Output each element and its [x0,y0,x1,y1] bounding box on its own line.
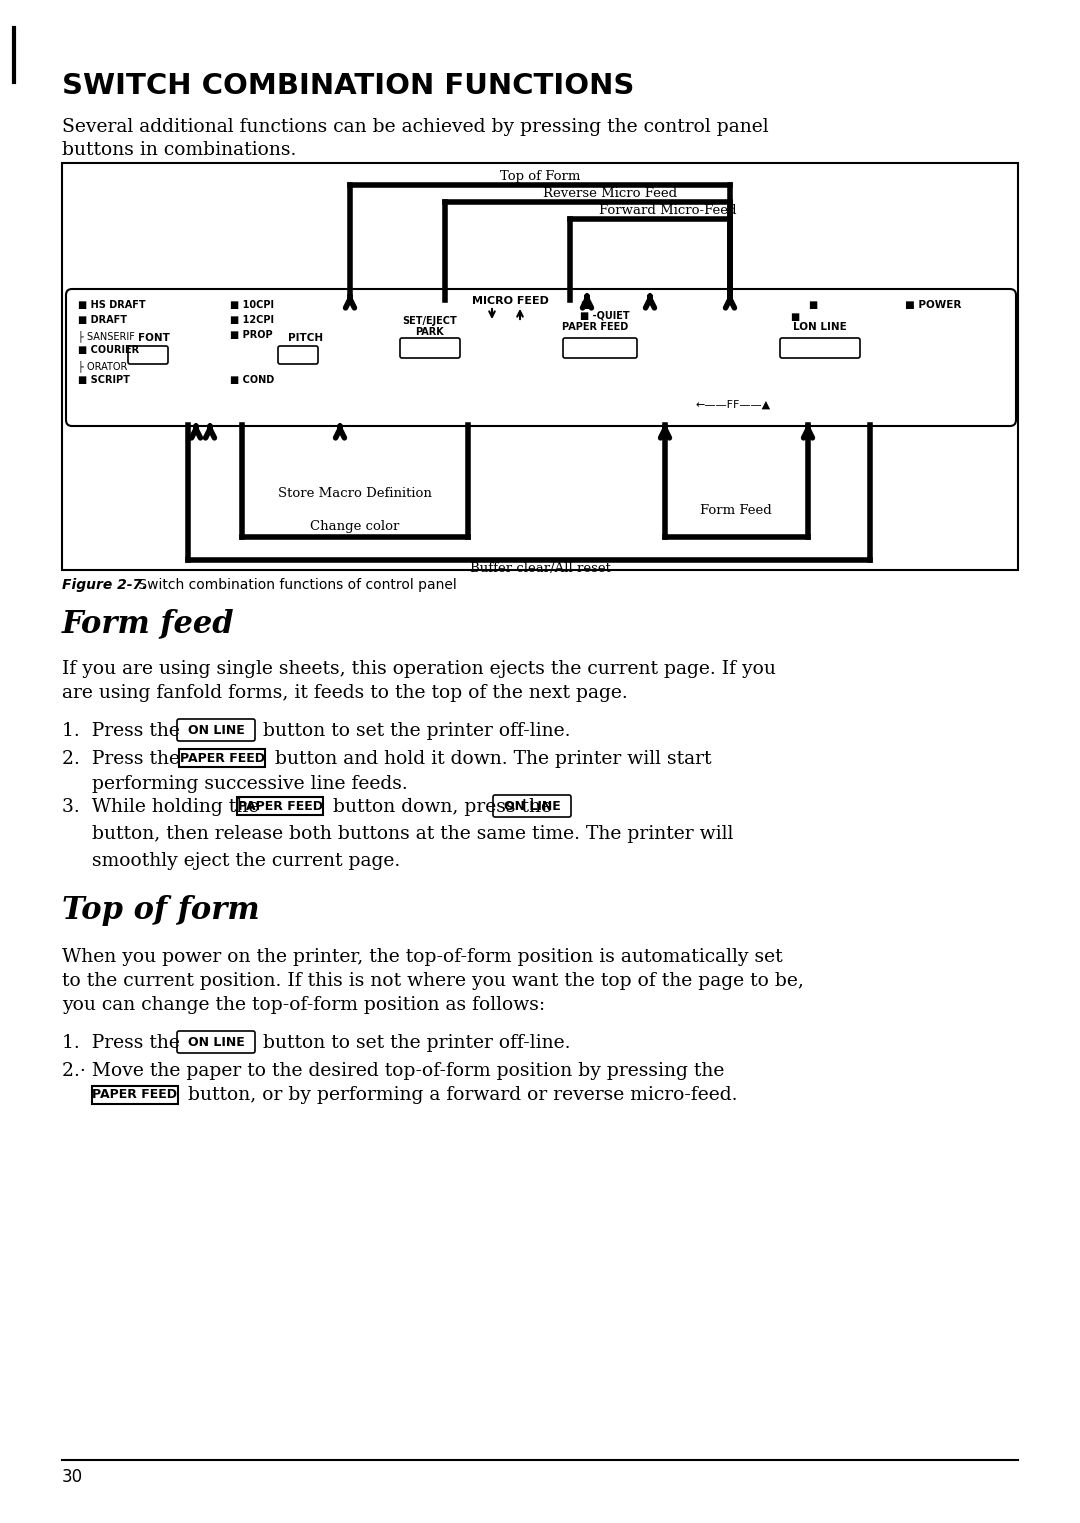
Text: Top of form: Top of form [62,896,259,926]
Text: you can change the top-of-form position as follows:: you can change the top-of-form position … [62,996,545,1014]
Text: ■ HS DRAFT: ■ HS DRAFT [78,300,146,311]
Bar [62,163,1018,570]
Text: 2.· Move the paper to the desired top-of-form position by pressing the: 2.· Move the paper to the desired top-of… [62,1062,725,1080]
Text: ON LINE: ON LINE [503,800,561,812]
Text: PARK: PARK [416,327,444,337]
Text: ■ PROP: ■ PROP [230,330,272,340]
Text: ■ COND: ■ COND [230,375,274,385]
Text: Top of Form: Top of Form [500,171,580,183]
Text: to the current position. If this is not where you want the top of the page to be: to the current position. If this is not … [62,972,804,990]
Text: Forward Micro-Feed: Forward Micro-Feed [599,204,737,216]
Text: Change color: Change color [310,519,400,533]
Text: 3.  While holding the: 3. While holding the [62,798,259,816]
Text: ■ DRAFT: ■ DRAFT [78,315,127,324]
Bar [92,1086,178,1104]
FancyBboxPatch shape [492,795,571,816]
Text: PAPER FEED: PAPER FEED [238,800,323,812]
Text: ←——FF——▲: ←——FF——▲ [696,401,770,410]
Text: ├ ORATOR: ├ ORATOR [78,359,127,372]
Text: Store Macro Definition: Store Macro Definition [278,487,432,500]
Text: 2.  Press the: 2. Press the [62,749,180,768]
Text: If you are using single sheets, this operation ejects the current page. If you: If you are using single sheets, this ope… [62,659,775,678]
Text: ■ -QUIET: ■ -QUIET [580,311,630,320]
Text: ON LINE: ON LINE [188,723,244,737]
Text: button, then release both buttons at the same time. The printer will: button, then release both buttons at the… [92,825,733,844]
Text: PAPER FEED: PAPER FEED [562,321,629,332]
Bar [237,797,323,815]
Text: ■ 12CPI: ■ 12CPI [230,315,274,324]
Text: ■: ■ [808,300,818,311]
FancyBboxPatch shape [400,338,460,358]
Text: When you power on the printer, the top-of-form position is automatically set: When you power on the printer, the top-o… [62,947,783,966]
FancyBboxPatch shape [278,346,318,364]
FancyBboxPatch shape [177,1031,255,1052]
Text: performing successive line feeds.: performing successive line feeds. [92,775,408,793]
Text: ON LINE: ON LINE [188,1036,244,1048]
FancyBboxPatch shape [129,346,168,364]
Text: FONT: FONT [138,334,170,343]
Text: button to set the printer off-line.: button to set the printer off-line. [257,1034,570,1052]
FancyBboxPatch shape [780,338,860,358]
Text: SWITCH COMBINATION FUNCTIONS: SWITCH COMBINATION FUNCTIONS [62,72,634,101]
Text: button, or by performing a forward or reverse micro-feed.: button, or by performing a forward or re… [183,1086,738,1104]
Text: are using fanfold forms, it feeds to the top of the next page.: are using fanfold forms, it feeds to the… [62,684,627,702]
FancyBboxPatch shape [563,338,637,358]
Text: button and hold it down. The printer will start: button and hold it down. The printer wil… [269,749,712,768]
FancyBboxPatch shape [177,719,255,742]
Text: 1.  Press the: 1. Press the [62,1034,180,1052]
Text: Switch combination functions of control panel: Switch combination functions of control … [134,579,457,592]
Text: button down, press the: button down, press the [327,798,552,816]
Text: PITCH: PITCH [288,334,323,343]
Text: ■ SCRIPT: ■ SCRIPT [78,375,130,385]
Text: PAPER FEED: PAPER FEED [179,751,265,765]
Text: 1.  Press the: 1. Press the [62,722,180,740]
Bar [179,749,265,768]
Text: MICRO FEED: MICRO FEED [472,295,549,306]
Text: ■ COURIER: ■ COURIER [78,346,139,355]
Text: smoothly eject the current page.: smoothly eject the current page. [92,851,401,870]
Text: Reverse Micro Feed: Reverse Micro Feed [543,187,677,200]
Text: Buffer clear/All reset: Buffer clear/All reset [470,562,610,576]
FancyBboxPatch shape [66,289,1016,426]
Text: ■: ■ [580,300,590,311]
Text: button to set the printer off-line.: button to set the printer off-line. [257,722,570,740]
Text: buttons in combinations.: buttons in combinations. [62,142,296,158]
Text: Figure 2-7.: Figure 2-7. [62,579,147,592]
Text: Several additional functions can be achieved by pressing the control panel: Several additional functions can be achi… [62,117,769,136]
Text: ■: ■ [789,312,799,321]
Text: ├ SANSERIF: ├ SANSERIF [78,330,135,341]
Text: LON LINE: LON LINE [793,321,847,332]
Text: Form feed: Form feed [62,608,234,640]
Text: ■ POWER: ■ POWER [905,300,961,311]
Text: ■ 10CPI: ■ 10CPI [230,300,274,311]
Text: 30: 30 [62,1468,83,1486]
Text: SET/EJECT: SET/EJECT [403,315,457,326]
Text: PAPER FEED: PAPER FEED [93,1089,177,1101]
Text: Form Feed: Form Feed [700,504,772,516]
